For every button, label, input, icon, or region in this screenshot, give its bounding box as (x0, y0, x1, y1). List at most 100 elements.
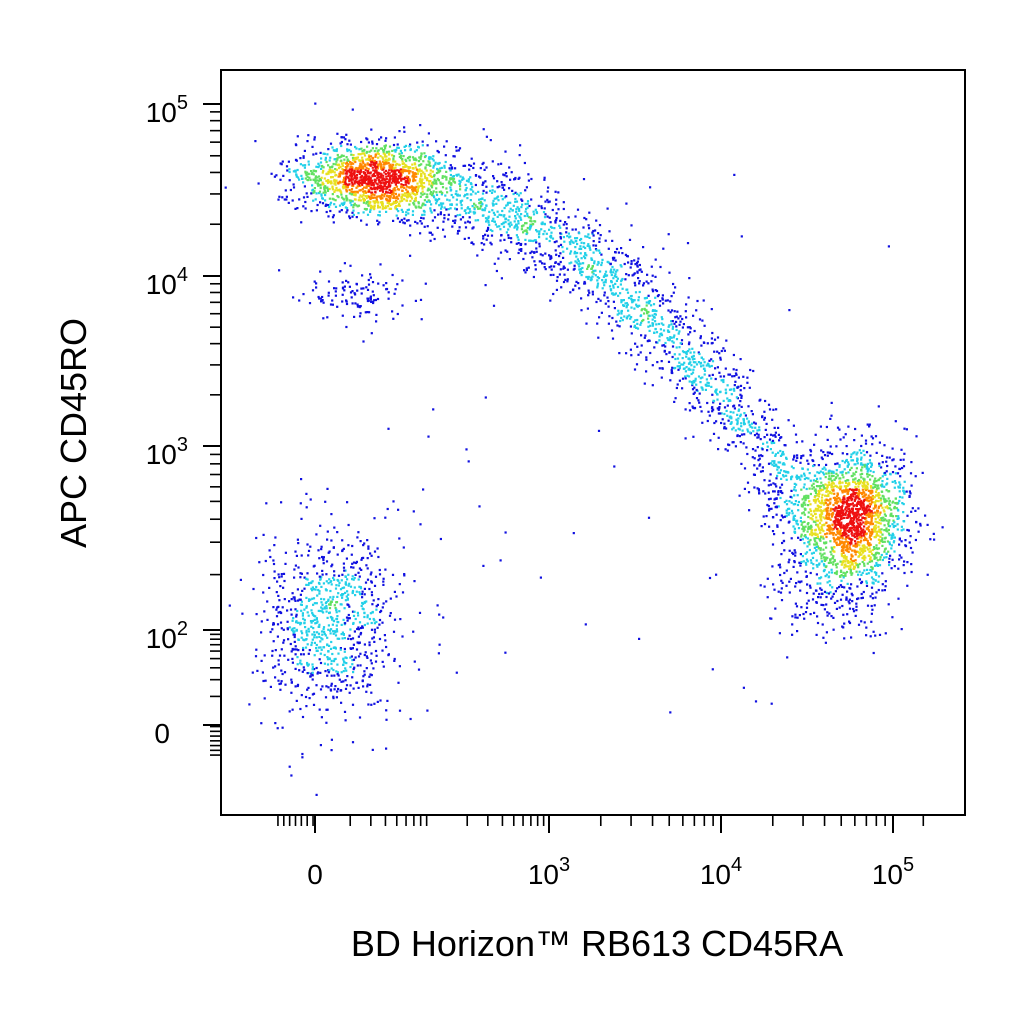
event-dot (733, 407, 736, 410)
event-dot (832, 471, 835, 474)
event-dot (559, 252, 562, 255)
event-dot (426, 178, 429, 181)
event-dot (834, 538, 837, 541)
event-dot (870, 465, 873, 468)
event-dot (408, 170, 411, 173)
event-dot (379, 182, 382, 185)
event-dot (868, 423, 871, 426)
event-dot (326, 316, 329, 319)
event-dot (905, 428, 908, 431)
event-dot (788, 558, 791, 561)
event-dot (648, 300, 652, 303)
event-dot (329, 201, 333, 204)
event-dot (669, 379, 672, 382)
event-dot (563, 266, 566, 269)
event-dot (532, 275, 535, 279)
event-dot (385, 162, 388, 165)
event-dot (580, 257, 583, 260)
event-dot (819, 515, 822, 518)
event-dot (336, 305, 339, 308)
event-dot (867, 528, 870, 531)
event-dot (529, 225, 532, 228)
event-dot (837, 523, 840, 526)
event-dot (832, 592, 835, 595)
event-dot (860, 519, 863, 522)
event-dot (388, 202, 391, 205)
event-dot (898, 481, 901, 484)
event-dot (678, 365, 681, 368)
event-dot (403, 126, 406, 129)
event-dot (378, 138, 381, 141)
event-dot (818, 492, 821, 495)
event-dot (455, 198, 458, 201)
event-dot (809, 479, 812, 482)
event-dot (581, 266, 584, 270)
event-dot (815, 516, 818, 519)
event-dot (456, 232, 459, 235)
event-dot (302, 164, 305, 167)
event-dot (294, 170, 297, 173)
event-dot (511, 189, 514, 192)
event-dot (608, 285, 612, 288)
event-dot (634, 291, 638, 294)
event-dot (655, 341, 658, 344)
event-dot (393, 186, 396, 190)
event-dot (591, 290, 594, 293)
event-dot (359, 153, 362, 156)
event-dot (401, 279, 404, 282)
event-dot (801, 467, 804, 470)
event-dot (871, 437, 875, 440)
event-dot (425, 196, 428, 199)
event-dot (771, 460, 774, 463)
event-dot (277, 198, 280, 201)
event-dot (887, 528, 890, 532)
event-dot (392, 176, 395, 179)
event-dot (476, 219, 480, 222)
event-dot (381, 178, 384, 181)
event-dot (454, 215, 457, 218)
event-dot (416, 222, 419, 225)
event-dot (875, 534, 878, 537)
event-dot (638, 282, 641, 285)
event-dot (610, 280, 613, 283)
event-dot (699, 405, 702, 408)
event-dot (729, 415, 732, 418)
event-dot (333, 180, 336, 183)
event-dot (543, 230, 546, 233)
event-dot (314, 198, 317, 201)
event-dot (368, 163, 371, 166)
event-dot (393, 292, 396, 295)
event-dot (813, 464, 816, 467)
event-dot (430, 194, 433, 197)
event-dot (822, 516, 825, 519)
event-dot (555, 288, 558, 291)
event-dot (353, 157, 356, 160)
event-dot (395, 195, 398, 198)
event-dot (733, 389, 736, 392)
event-dot (817, 464, 820, 467)
event-dot (876, 487, 879, 490)
event-dot (337, 156, 340, 159)
event-dot (549, 221, 552, 224)
event-dot (600, 311, 603, 314)
event-dot (822, 471, 825, 474)
event-dot (401, 160, 404, 163)
event-dot (389, 196, 392, 199)
event-dot (346, 209, 349, 212)
event-dot (850, 531, 853, 534)
event-dot (824, 575, 827, 578)
event-dot (399, 168, 402, 171)
event-dot (357, 305, 360, 308)
event-dot (484, 207, 487, 210)
event-dot (369, 273, 372, 276)
event-dot (616, 269, 619, 272)
event-dot (654, 258, 657, 261)
event-dot (848, 496, 851, 499)
event-dot (538, 236, 541, 239)
event-dot (349, 201, 352, 204)
event-dot (513, 220, 516, 223)
event-dot (362, 197, 365, 201)
event-dot (830, 401, 833, 404)
event-dot (888, 543, 891, 546)
event-dot (678, 353, 681, 356)
